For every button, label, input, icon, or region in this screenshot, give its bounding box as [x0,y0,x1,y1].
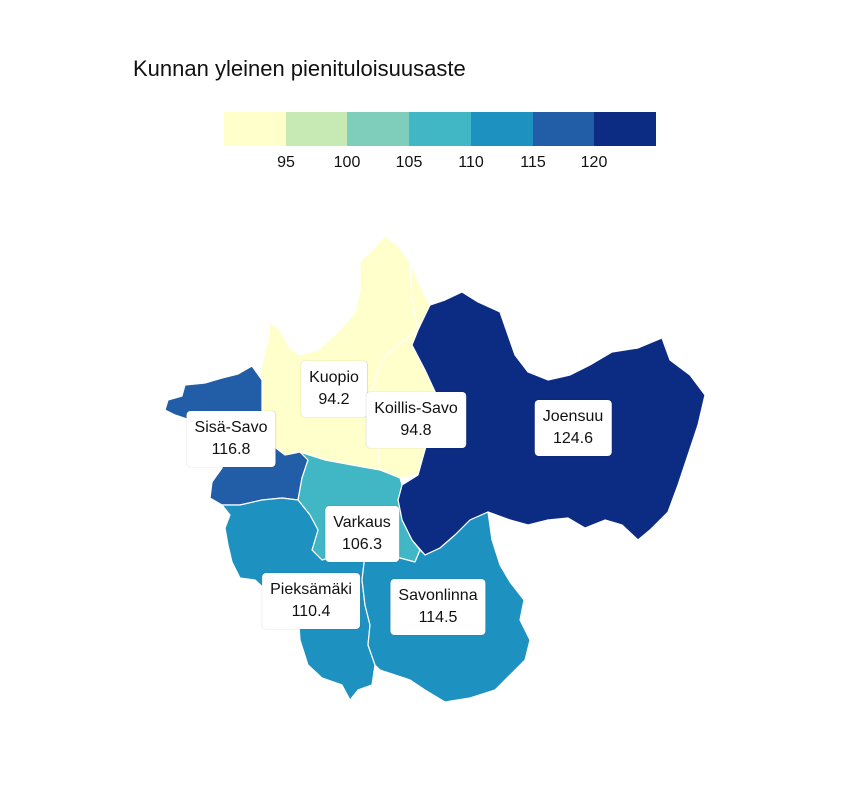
legend-swatch-4 [409,112,471,146]
region-value: 124.6 [552,430,594,447]
legend-swatch-6 [532,112,595,146]
map-title: Kunnan yleinen pienituloisuusaste [133,56,466,81]
region-name: Varkaus [333,514,391,531]
region-label-sisa-savo: Sisä-Savo 116.8 [186,411,276,467]
legend-swatch-3 [347,112,410,146]
legend-tick: 110 [458,154,484,171]
region-name: Koillis-Savo [374,400,458,417]
region-label-kuopio: Kuopio 94.2 [301,361,367,417]
legend-tick: 115 [520,154,546,171]
legend-tick: 95 [277,154,295,171]
region-value: 94.2 [318,391,350,408]
region-name: Pieksämäki [270,581,352,598]
legend-swatch-2 [285,112,348,146]
region-value: 94.8 [400,422,432,439]
legend-swatch-7 [594,112,657,146]
region-name: Sisä-Savo [194,419,268,436]
region-label-koillis-savo: Koillis-Savo 94.8 [366,392,466,448]
legend-swatch-5 [470,112,533,146]
region-label-savonlinna: Savonlinna 114.5 [390,579,486,635]
region-label-pieksamaki: Pieksämäki 110.4 [262,573,360,629]
region-label-varkaus: Varkaus 106.3 [325,506,399,562]
region-value: 110.4 [291,603,331,620]
region-value: 106.3 [341,536,383,553]
region-label-joensuu: Joensuu 124.6 [534,400,612,456]
region-name: Kuopio [309,369,359,386]
legend-tick: 105 [395,154,423,171]
region-name: Savonlinna [398,587,478,604]
legend-tick: 100 [333,154,361,171]
region-value: 116.8 [211,441,251,458]
legend-tick: 120 [580,154,608,171]
legend-ticks: 95 100 105 110 115 120 [224,154,656,174]
region-value: 114.5 [418,609,458,626]
legend-swatch-1 [224,112,286,146]
region-name: Joensuu [542,408,604,425]
color-legend [224,112,657,146]
